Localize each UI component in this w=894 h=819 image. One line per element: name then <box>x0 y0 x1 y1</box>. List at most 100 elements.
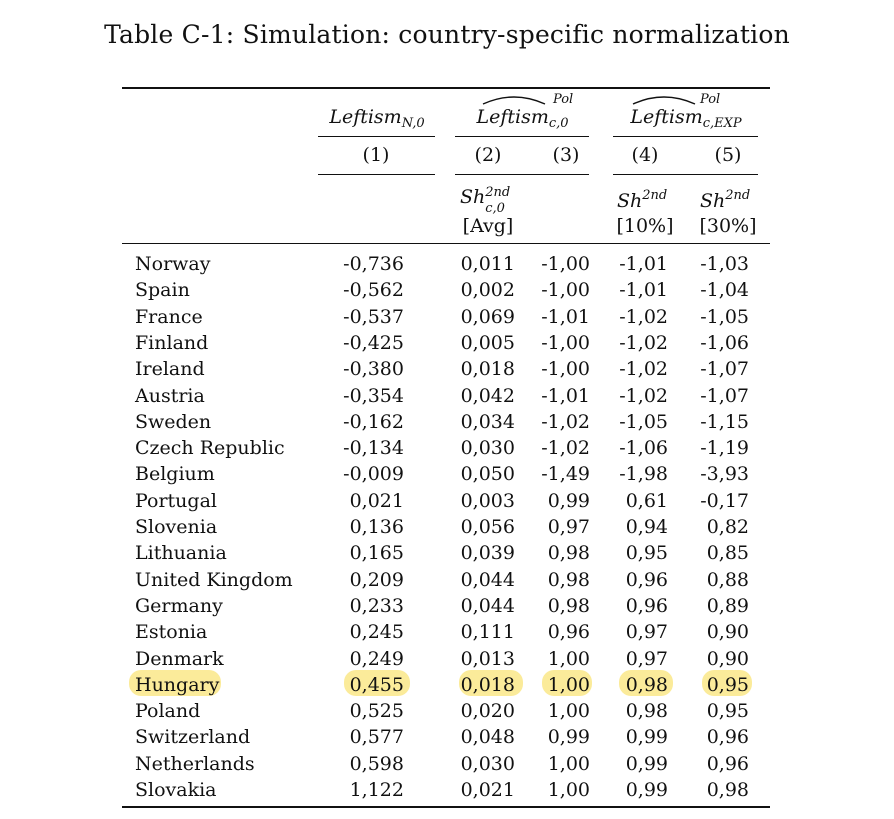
table-row-country: Spain <box>135 279 190 302</box>
table-cell-col2: 0,018 <box>460 358 515 381</box>
table-cell-col2: 0,030 <box>460 437 515 460</box>
table-cell-col5: -1,03 <box>700 253 749 275</box>
table-cell-col1: 0,455 <box>349 673 404 696</box>
highlight-col4 <box>619 670 673 696</box>
col-num-4: (4) <box>631 144 659 166</box>
sh-30-label: Sh2nd <box>700 188 751 212</box>
table-cell-col5: -1,04 <box>700 279 749 302</box>
table-cell-col3: -1,49 <box>541 463 590 486</box>
top-rule <box>122 87 770 89</box>
table-cell-col3: 1,00 <box>547 647 590 670</box>
table-cell-col5: -1,19 <box>700 437 749 460</box>
table-cell-col5: 0,96 <box>706 726 749 749</box>
table-cell-col5: 0,85 <box>706 542 749 565</box>
table-cell-col4: 0,96 <box>625 594 668 617</box>
table-row-country: Estonia <box>135 621 208 644</box>
table-row-country: Netherlands <box>135 752 255 775</box>
table-cell-col1: 0,136 <box>349 516 404 538</box>
table-cell-col3: 0,99 <box>547 489 590 512</box>
table-cell-col3: 0,98 <box>547 542 590 565</box>
table-cell-col2: 0,044 <box>460 568 515 591</box>
col45-hat-accent <box>632 96 696 105</box>
table-cell-col5: 0,89 <box>706 594 749 617</box>
sh-30-bracket: [30%] <box>699 215 757 237</box>
table-cell-col5: 0,95 <box>706 700 749 723</box>
table-cell-col1: 0,233 <box>349 594 404 617</box>
col23-sup: Pol <box>553 92 574 107</box>
col-num-2: (2) <box>474 144 502 166</box>
table-row-country: Belgium <box>135 463 215 486</box>
table-cell-col2: 0,013 <box>460 647 515 670</box>
table-cell-col2: 0,039 <box>460 542 515 565</box>
col45-underline <box>613 136 758 137</box>
table-cell-col2: 0,002 <box>460 279 515 302</box>
table-cell-col1: -0,380 <box>343 358 404 381</box>
table-cell-col5: -0,17 <box>700 489 749 512</box>
table-cell-col5: -1,15 <box>700 410 749 433</box>
sh-avg-bracket: [Avg] <box>462 215 514 237</box>
table-cell-col1: 0,598 <box>349 752 404 775</box>
table-cell-col3: 1,00 <box>547 700 590 723</box>
table-cell-col2: 0,034 <box>460 410 515 433</box>
col1-num-underline <box>318 174 435 175</box>
table-cell-col2: 0,044 <box>460 594 515 617</box>
table-cell-col5: 0,95 <box>706 673 749 696</box>
col23-header: Leftismc,0 <box>476 106 569 131</box>
table-cell-col2: 0,042 <box>460 384 515 407</box>
col-num-1: (1) <box>362 144 390 166</box>
table-row-country: Norway <box>135 253 211 275</box>
col1-header: LeftismN,0 <box>329 106 425 131</box>
table-cell-col4: -1,01 <box>619 253 668 275</box>
table-row-country: Slovakia <box>135 779 217 801</box>
table-row-country: Lithuania <box>135 542 227 565</box>
col45-sup: Pol <box>700 92 721 107</box>
table-cell-col4: -1,05 <box>619 410 668 433</box>
table-cell-col1: -0,354 <box>343 384 404 407</box>
table-row-country: Sweden <box>135 410 212 433</box>
table-cell-col1: 0,165 <box>349 542 404 565</box>
col-num-3: (3) <box>552 144 580 166</box>
table-cell-col3: 0,98 <box>547 568 590 591</box>
table-title: Table C-1: Simulation: country-specific … <box>104 20 790 49</box>
table-row-country: Austria <box>135 384 205 407</box>
table-cell-col2: 0,005 <box>460 331 515 354</box>
table-cell-col4: -1,01 <box>619 279 668 302</box>
table-cell-col4: -1,02 <box>619 384 668 407</box>
table-cell-col2: 0,030 <box>460 752 515 775</box>
table-cell-col5: -1,06 <box>700 331 749 354</box>
table-cell-col3: 1,00 <box>547 779 590 801</box>
table-cell-col1: 0,249 <box>349 647 404 670</box>
table-cell-col3: -1,00 <box>541 358 590 381</box>
col23-hat-accent <box>482 96 546 105</box>
table-cell-col1: -0,736 <box>343 253 404 275</box>
table-cell-col1: -0,162 <box>343 410 404 433</box>
col45-header: Leftismc,EXP <box>630 106 742 131</box>
table-cell-col4: -1,98 <box>619 463 668 486</box>
sh-c0-label: Sh 2nd c,0 <box>460 185 511 216</box>
table-row-country: Denmark <box>135 647 224 670</box>
table-cell-col1: -0,009 <box>343 463 404 486</box>
table-cell-col4: 0,99 <box>625 779 668 801</box>
table-cell-col2: 0,018 <box>460 673 515 696</box>
table-cell-col4: 0,99 <box>625 752 668 775</box>
highlight-country <box>129 670 221 696</box>
table-cell-col4: -1,02 <box>619 305 668 328</box>
table-cell-col4: 0,95 <box>625 542 668 565</box>
table-cell-col3: 1,00 <box>547 673 590 696</box>
sh-10-label: Sh2nd <box>617 188 668 212</box>
table-cell-col4: 0,98 <box>625 700 668 723</box>
table-cell-col1: 0,577 <box>349 726 404 749</box>
table-cell-col1: 1,122 <box>349 779 404 801</box>
table-cell-col2: 0,069 <box>460 305 515 328</box>
table-cell-col3: -1,02 <box>541 410 590 433</box>
table-row-country: Finland <box>135 331 209 354</box>
table-cell-col2: 0,003 <box>460 489 515 512</box>
sh-10-bracket: [10%] <box>616 215 674 237</box>
table-cell-col3: -1,00 <box>541 253 590 275</box>
col-num-5: (5) <box>714 144 742 166</box>
table-cell-col4: 0,98 <box>625 673 668 696</box>
bottom-rule <box>122 806 770 808</box>
table-cell-col1: -0,134 <box>343 437 404 460</box>
col23-underline <box>455 136 589 137</box>
table-row-country: Hungary <box>135 673 220 696</box>
